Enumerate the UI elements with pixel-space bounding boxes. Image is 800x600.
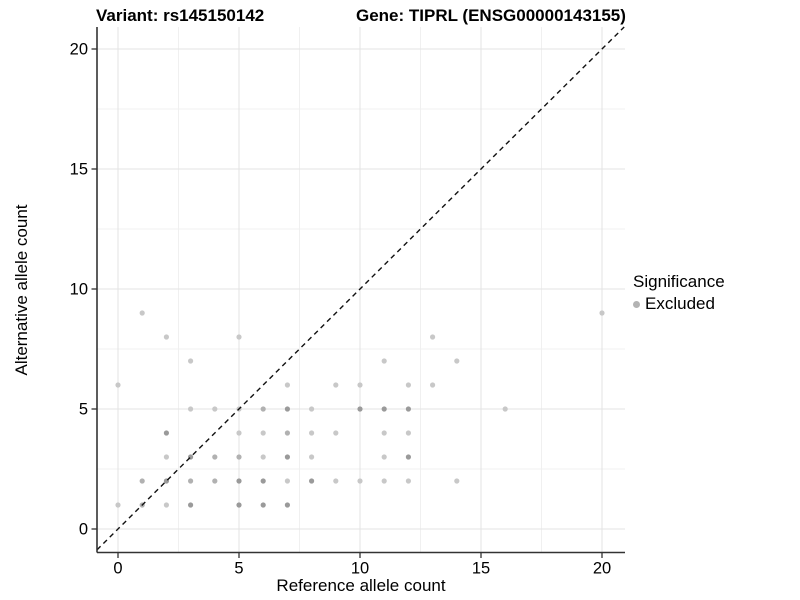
data-point — [333, 430, 339, 436]
data-point — [309, 430, 315, 436]
data-point — [309, 406, 315, 412]
data-point — [599, 310, 605, 316]
data-point — [333, 382, 339, 388]
data-point — [236, 334, 242, 340]
data-point — [236, 430, 242, 436]
data-point — [454, 358, 460, 364]
data-point — [405, 478, 411, 484]
data-point — [284, 430, 290, 436]
data-point — [212, 478, 218, 484]
data-point — [309, 454, 315, 460]
data-point — [115, 382, 121, 388]
data-point — [284, 406, 290, 412]
data-point — [188, 502, 194, 508]
x-tick-label: 0 — [113, 560, 122, 578]
data-point — [284, 382, 290, 388]
legend-point-icon — [633, 300, 640, 308]
data-point — [284, 454, 290, 460]
data-point — [260, 454, 266, 460]
y-axis-label: Alternative allele count — [12, 204, 31, 376]
x-tick-label: 15 — [472, 560, 490, 578]
data-point — [309, 478, 315, 484]
data-point — [236, 502, 242, 508]
legend-item-excluded: Excluded — [633, 294, 725, 314]
legend-title: Significance — [633, 272, 725, 291]
data-point — [260, 502, 266, 508]
data-point — [357, 382, 363, 388]
x-axis-label: Reference allele count — [276, 576, 446, 595]
data-point — [236, 478, 242, 484]
legend: Significance Excluded — [633, 272, 725, 314]
data-point — [188, 406, 194, 412]
data-point — [139, 310, 145, 316]
plot-title-variant: Variant: rs145150142 — [96, 6, 265, 25]
data-point — [163, 454, 169, 460]
data-point — [430, 382, 436, 388]
data-point — [381, 358, 387, 364]
data-point — [212, 454, 218, 460]
data-point — [405, 430, 411, 436]
data-point — [405, 382, 411, 388]
y-tick-label: 0 — [79, 521, 88, 539]
x-tick-label: 5 — [234, 560, 243, 578]
data-point — [163, 430, 169, 436]
data-point — [357, 478, 363, 484]
data-point — [357, 406, 363, 412]
data-point — [236, 454, 242, 460]
x-tick-label: 20 — [593, 560, 611, 578]
data-point — [260, 406, 266, 412]
data-point — [381, 454, 387, 460]
data-point — [405, 454, 411, 460]
y-tick-label: 10 — [70, 281, 88, 299]
data-point — [260, 478, 266, 484]
data-point — [333, 478, 339, 484]
x-tick-label: 10 — [351, 560, 369, 578]
data-point — [212, 406, 218, 412]
data-point — [381, 478, 387, 484]
data-point — [284, 478, 290, 484]
data-point — [381, 430, 387, 436]
data-point — [188, 478, 194, 484]
data-point — [115, 502, 121, 508]
data-point — [502, 406, 508, 412]
plot-title-gene: Gene: TIPRL (ENSG00000143155) — [356, 6, 626, 25]
y-tick-label: 15 — [70, 161, 88, 179]
data-point — [405, 406, 411, 412]
legend-item-label: Excluded — [645, 294, 715, 313]
data-point — [284, 502, 290, 508]
identity-line — [96, 26, 625, 551]
data-point — [260, 430, 266, 436]
data-point — [163, 502, 169, 508]
y-tick-label: 20 — [70, 41, 88, 59]
data-point — [188, 358, 194, 364]
data-point — [163, 334, 169, 340]
y-tick-label: 5 — [79, 401, 88, 419]
data-point — [454, 478, 460, 484]
data-point — [430, 334, 436, 340]
data-point — [139, 478, 145, 484]
data-point — [381, 406, 387, 412]
